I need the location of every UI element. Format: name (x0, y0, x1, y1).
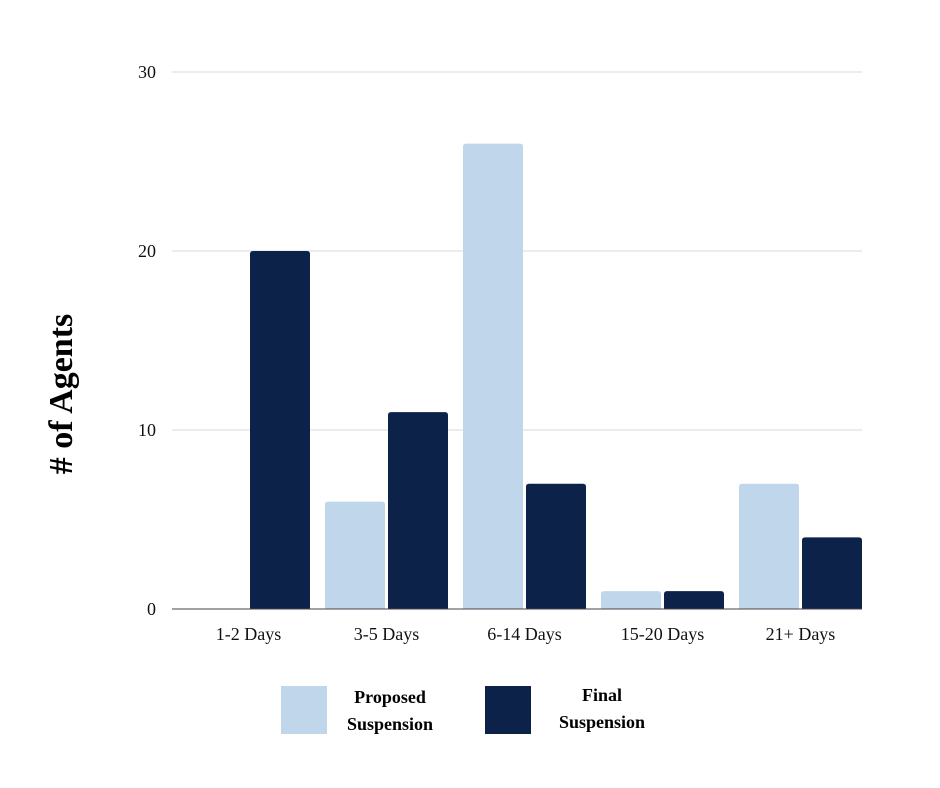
legend-label-line: Final (581, 685, 622, 705)
bar-proposed-5 (739, 483, 799, 609)
bar-final-2 (388, 412, 448, 609)
legend: Proposed Suspension Final Suspension (281, 684, 681, 744)
x-axis-ticks: 1-2 Days 3-5 Days 6-14 Days 15-20 Days 21+ D… (216, 624, 836, 644)
legend-label-proposed: Proposed Suspension (335, 684, 445, 738)
x-tick-label: 21+ Days (766, 624, 836, 644)
y-axis-label: # of Agents (43, 314, 80, 475)
x-tick-label: 15-20 Days (621, 624, 705, 644)
y-tick-label: 20 (138, 241, 156, 261)
bars (250, 143, 862, 609)
bar-proposed-4 (601, 591, 661, 609)
bar-proposed-3 (463, 143, 523, 609)
bar-final-5 (802, 537, 862, 609)
legend-label-final: Final Suspension (547, 682, 657, 736)
bar-proposed-2 (325, 501, 385, 609)
x-tick-label: 3-5 Days (354, 624, 420, 644)
bar-final-1 (250, 251, 310, 609)
y-tick-label: 0 (147, 599, 156, 619)
bar-final-3 (526, 483, 586, 609)
legend-swatch-proposed (281, 686, 327, 734)
legend-label-line: Proposed (354, 687, 426, 707)
y-tick-label: 10 (138, 420, 156, 440)
x-tick-label: 1-2 Days (216, 624, 282, 644)
x-tick-label: 6-14 Days (487, 624, 562, 644)
bar-final-4 (664, 591, 724, 609)
legend-label-line: Suspension (346, 714, 434, 734)
y-tick-label: 30 (138, 62, 156, 82)
legend-swatch-final (485, 686, 531, 734)
y-axis-ticks: 0 10 20 30 (138, 62, 156, 619)
legend-label-line: Suspension (558, 712, 646, 732)
